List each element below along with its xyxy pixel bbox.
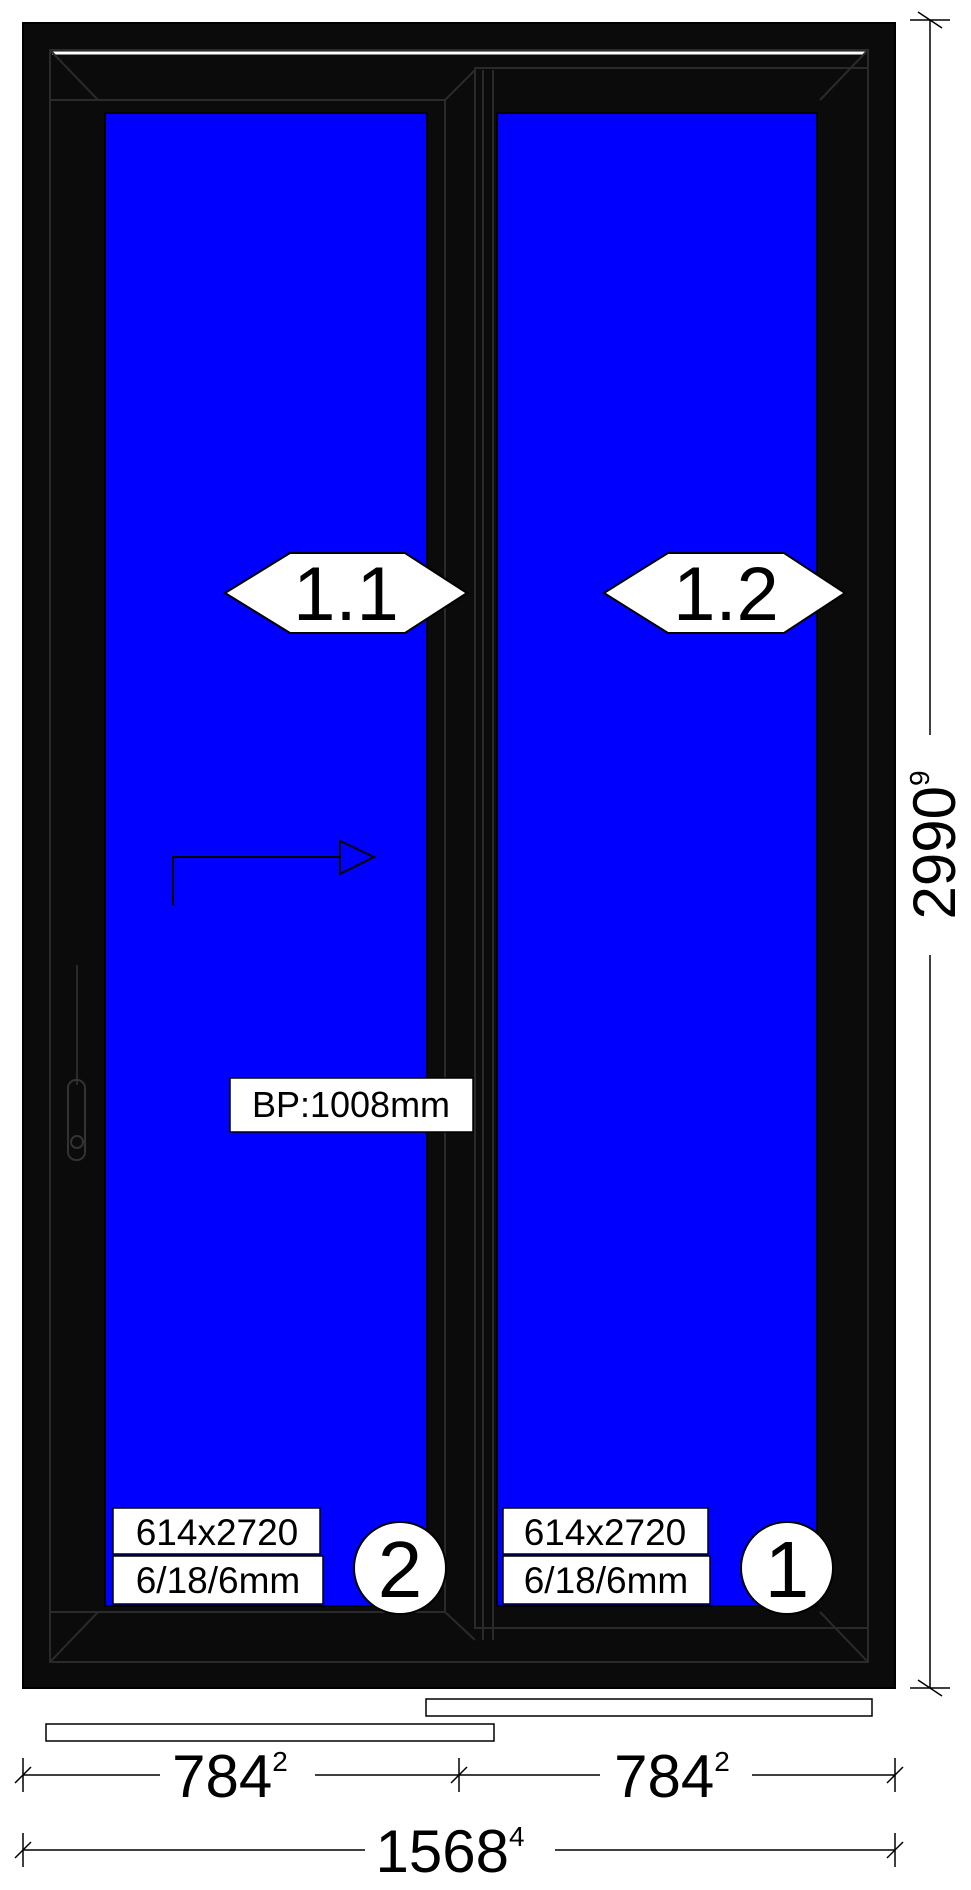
height-dimension: 29909 [901,11,968,1697]
panel-number-right-text: 1 [765,1525,810,1614]
tag-1-1-text: 1.1 [293,552,399,637]
tag-1-2-text: 1.2 [673,552,779,637]
miter-line [444,69,476,101]
glass-info-left: 614x2720 6/18/6mm [112,1507,324,1605]
panel-number-right: 1 [740,1521,834,1615]
tag-1-2: 1.2 [602,552,847,637]
width-dimension-total: 15684 [14,1818,904,1885]
glass-spec-left: 6/18/6mm [136,1560,301,1601]
glass-size-left: 614x2720 [136,1512,299,1553]
arrow-right-icon [172,839,377,905]
width-right-text: 7842 [614,1743,730,1810]
panel-number-left: 2 [353,1521,447,1615]
width-dimension-sections: 7842 7842 [14,1743,904,1810]
miter-line [49,1611,99,1663]
total-width-text: 15684 [375,1818,524,1885]
miter-line [819,49,869,101]
track-rail-right [425,1698,873,1717]
glass-info-right: 614x2720 6/18/6mm [502,1507,711,1605]
height-dimension-text: 29909 [901,770,968,919]
panel-number-left-text: 2 [378,1525,423,1614]
glass-spec-right: 6/18/6mm [524,1560,689,1601]
miter-line [819,1611,869,1663]
width-left-text: 7842 [172,1743,288,1810]
handle-height-text: BP:1008mm [252,1084,450,1125]
glass-pane-1-2 [496,112,818,1607]
tag-1-1: 1.1 [223,552,469,637]
handle-icon [67,965,86,1161]
track-rail-left [45,1723,495,1742]
handle-height-label: BP:1008mm [229,1077,474,1133]
miter-line [444,1611,476,1641]
miter-line [49,49,99,101]
glass-pane-1-1 [104,112,428,1607]
glass-size-right: 614x2720 [524,1512,687,1553]
